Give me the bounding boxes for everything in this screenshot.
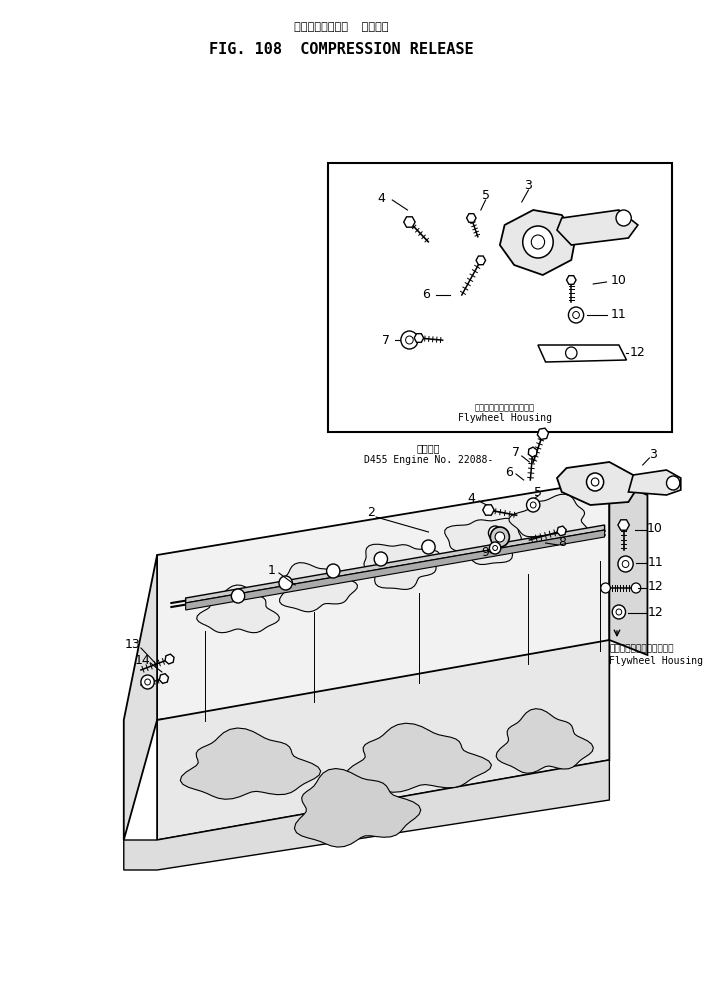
Text: 7: 7 [381,333,389,346]
Circle shape [569,307,584,323]
Polygon shape [509,494,588,544]
Polygon shape [467,214,476,223]
Polygon shape [557,526,566,536]
Circle shape [279,576,293,590]
Polygon shape [445,518,521,565]
Text: 1: 1 [267,564,275,577]
Circle shape [616,609,622,615]
Polygon shape [186,525,604,603]
Circle shape [622,561,629,568]
Circle shape [587,473,604,491]
Polygon shape [347,723,491,792]
Text: 7: 7 [512,445,520,459]
Text: 4: 4 [377,192,385,205]
Polygon shape [538,345,627,362]
Text: 5: 5 [482,189,490,202]
Circle shape [592,478,599,486]
Text: 11: 11 [647,556,663,569]
Text: 5: 5 [534,486,542,498]
Polygon shape [124,760,609,870]
Polygon shape [557,210,638,245]
Circle shape [618,556,633,572]
Polygon shape [196,584,280,633]
Text: 9: 9 [482,547,490,560]
Polygon shape [566,276,576,284]
Text: 11: 11 [611,309,627,321]
Circle shape [326,564,340,578]
Polygon shape [483,504,494,515]
Text: 13: 13 [125,639,141,652]
Circle shape [488,526,502,540]
Circle shape [422,540,435,554]
Polygon shape [157,640,609,840]
Text: コンプレッション  リリーズ: コンプレッション リリーズ [294,22,389,32]
Circle shape [141,675,154,689]
Text: 適用内号: 適用内号 [417,443,440,453]
Polygon shape [186,530,604,610]
Polygon shape [557,462,636,505]
Circle shape [631,583,641,593]
Circle shape [531,502,536,508]
Text: 2: 2 [367,505,375,518]
Text: Flywheel Housing: Flywheel Housing [609,656,703,666]
Circle shape [566,347,577,359]
Polygon shape [157,480,609,720]
Text: 12: 12 [647,606,663,619]
Polygon shape [628,470,680,495]
Polygon shape [404,217,415,227]
Circle shape [601,583,610,593]
Circle shape [490,527,509,547]
Polygon shape [295,768,421,848]
Polygon shape [528,447,537,457]
Polygon shape [124,555,157,840]
Circle shape [374,552,387,566]
Circle shape [616,210,631,226]
Circle shape [406,336,413,344]
Circle shape [573,312,579,318]
Circle shape [493,546,498,551]
Text: 10: 10 [647,521,663,534]
Polygon shape [364,544,440,589]
Text: 8: 8 [558,536,566,550]
Polygon shape [537,428,549,439]
Text: 12: 12 [647,581,663,593]
Polygon shape [618,520,630,530]
Text: 3: 3 [649,448,657,462]
Polygon shape [414,333,424,342]
Circle shape [612,605,625,619]
Circle shape [232,589,244,603]
Text: 6: 6 [422,289,430,302]
Text: FIG. 108  COMPRESSION RELEASE: FIG. 108 COMPRESSION RELEASE [209,42,474,57]
Bar [328,163,673,432]
Circle shape [531,235,545,249]
Polygon shape [280,563,357,612]
Text: D455 Engine No. 22088-: D455 Engine No. 22088- [364,455,493,465]
Text: 6: 6 [505,466,513,479]
Text: フライホイールハウジング: フライホイールハウジング [609,644,674,653]
Text: 12: 12 [630,346,646,359]
Polygon shape [609,480,647,655]
Circle shape [401,331,418,349]
Polygon shape [180,728,320,799]
Circle shape [495,532,505,542]
Text: フライホイールハウジング: フライホイールハウジング [475,403,535,412]
Polygon shape [159,674,168,683]
Circle shape [667,476,680,490]
Circle shape [523,226,554,258]
Circle shape [490,542,500,554]
Text: 10: 10 [611,274,627,287]
Text: 14: 14 [135,654,151,667]
Text: Flywheel Housing: Flywheel Housing [457,413,551,423]
Text: 3: 3 [525,178,532,192]
Text: 4: 4 [467,492,475,504]
Polygon shape [476,256,485,265]
Circle shape [526,498,540,512]
Circle shape [145,679,151,685]
Polygon shape [500,210,576,275]
Polygon shape [165,654,174,664]
Polygon shape [496,709,594,773]
